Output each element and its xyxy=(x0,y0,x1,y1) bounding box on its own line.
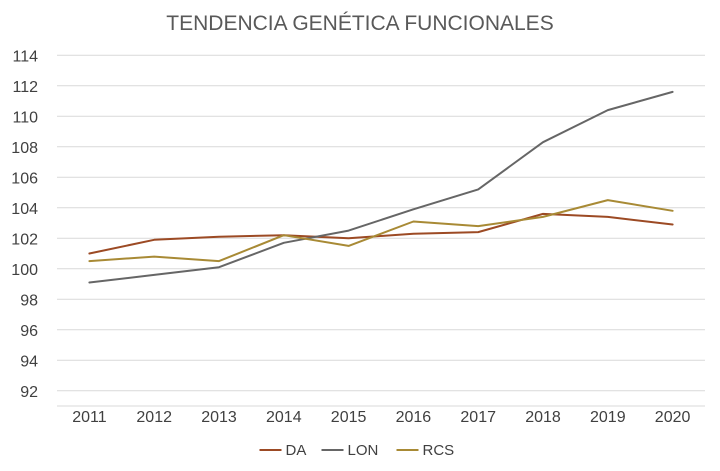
x-tick-label: 2011 xyxy=(72,409,107,426)
legend-label: DA xyxy=(286,442,307,459)
data-point-rcs-2019 xyxy=(607,199,609,201)
y-tick-label: 104 xyxy=(11,201,38,218)
x-tick-label: 2019 xyxy=(590,409,626,426)
data-point-rcs-2017 xyxy=(477,225,479,227)
legend-label: LON xyxy=(348,442,379,459)
x-tick-label: 2014 xyxy=(266,409,302,426)
data-point-lon-2016 xyxy=(412,208,414,210)
series-lines xyxy=(88,90,674,284)
data-point-lon-2012 xyxy=(153,274,155,276)
x-tick-label: 2018 xyxy=(525,409,561,426)
data-point-lon-2015 xyxy=(348,230,350,232)
y-tick-label: 106 xyxy=(11,170,38,187)
series-line-rcs xyxy=(88,199,674,263)
data-point-lon-2018 xyxy=(542,141,544,143)
chart-title: TENDENCIA GENÉTICA FUNCIONALES xyxy=(166,12,553,35)
data-point-da-2019 xyxy=(607,216,609,218)
data-point-rcs-2014 xyxy=(283,234,285,236)
y-tick-label: 96 xyxy=(20,323,38,340)
data-point-rcs-2018 xyxy=(542,216,544,218)
x-tick-label: 2017 xyxy=(460,409,496,426)
data-point-rcs-2016 xyxy=(412,220,414,222)
data-point-lon-2013 xyxy=(218,266,220,268)
data-point-da-2013 xyxy=(218,236,220,238)
y-tick-label: 114 xyxy=(12,48,38,65)
data-point-lon-2019 xyxy=(607,109,609,111)
y-tick-label: 100 xyxy=(11,262,38,279)
x-tick-label: 2012 xyxy=(136,409,172,426)
data-point-da-2012 xyxy=(153,239,155,241)
data-point-lon-2014 xyxy=(283,242,285,244)
y-tick-label: 92 xyxy=(20,384,38,401)
data-point-da-2020 xyxy=(672,224,674,226)
data-point-lon-2017 xyxy=(477,188,479,190)
x-tick-label: 2016 xyxy=(396,409,432,426)
grid-lines xyxy=(57,54,705,407)
y-tick-label: 112 xyxy=(12,79,38,96)
legend: DA LON RCS xyxy=(259,442,455,459)
legend-item-da: DA xyxy=(259,442,307,459)
data-point-lon-2011 xyxy=(88,281,90,283)
y-tick-label: 102 xyxy=(11,231,38,248)
y-axis-ticks: 92 94 96 98 100 102 104 106 108 110 112 114 xyxy=(11,48,38,401)
x-tick-label: 2020 xyxy=(655,409,691,426)
legend-item-lon: LON xyxy=(321,442,379,459)
y-tick-label: 94 xyxy=(20,353,38,370)
series-line-lon xyxy=(88,90,674,284)
data-point-lon-2020 xyxy=(672,91,674,93)
y-tick-label: 108 xyxy=(11,140,38,157)
data-point-rcs-2020 xyxy=(672,210,674,212)
y-tick-label: 110 xyxy=(12,109,38,126)
x-axis-ticks: 2011 2012 2013 2014 2015 2016 2017 2018 2019 2020 xyxy=(72,409,690,426)
data-point-rcs-2015 xyxy=(348,245,350,247)
x-tick-label: 2013 xyxy=(201,409,237,426)
data-point-da-2015 xyxy=(348,237,350,239)
data-point-rcs-2011 xyxy=(88,260,90,262)
data-point-da-2017 xyxy=(477,231,479,233)
y-tick-label: 98 xyxy=(20,292,38,309)
x-tick-label: 2015 xyxy=(331,409,367,426)
legend-item-rcs: RCS xyxy=(396,442,455,459)
data-point-rcs-2013 xyxy=(218,260,220,262)
data-point-rcs-2012 xyxy=(153,256,155,258)
data-point-da-2018 xyxy=(542,213,544,215)
data-point-da-2016 xyxy=(412,233,414,235)
data-point-da-2011 xyxy=(88,253,90,255)
legend-label: RCS xyxy=(423,442,455,459)
series-line-da xyxy=(88,212,674,255)
